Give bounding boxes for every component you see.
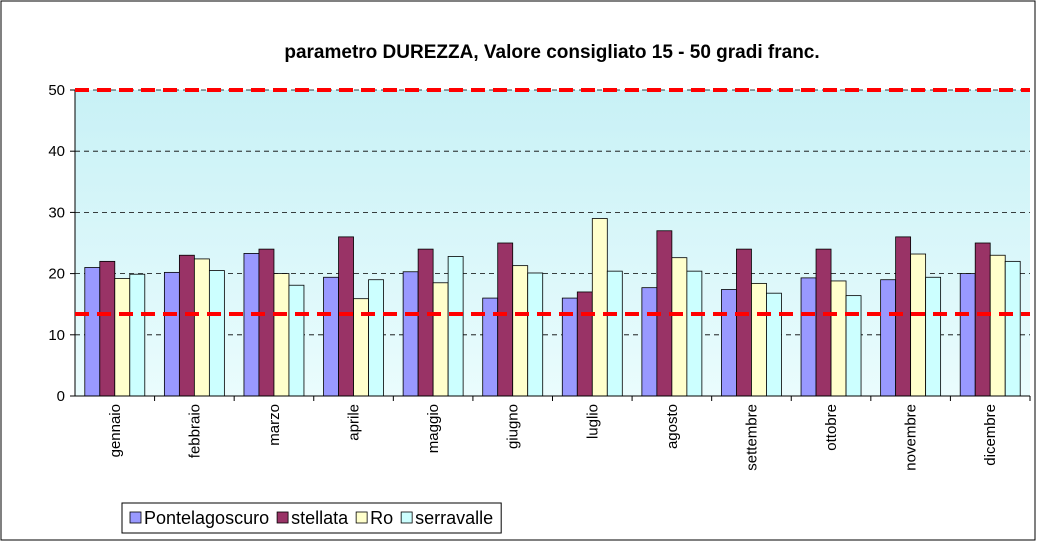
bar bbox=[925, 276, 942, 397]
bar bbox=[721, 289, 737, 397]
y-tick-label: 10 bbox=[48, 327, 65, 344]
bar bbox=[606, 270, 623, 397]
x-tick-label: gennaio bbox=[107, 404, 124, 457]
bar bbox=[815, 248, 832, 397]
bar bbox=[402, 271, 419, 397]
legend-label: serravalle bbox=[415, 508, 493, 528]
bar bbox=[99, 260, 116, 397]
legend-label: Pontelagoscuro bbox=[144, 508, 269, 528]
bar bbox=[288, 284, 305, 397]
bar bbox=[417, 248, 434, 397]
legend-label: stellata bbox=[291, 508, 349, 528]
bar bbox=[432, 282, 449, 397]
bar bbox=[527, 272, 544, 397]
bar bbox=[591, 218, 608, 397]
x-tick-label: giugno bbox=[505, 404, 522, 449]
legend-swatch bbox=[276, 511, 289, 524]
y-tick-label: 40 bbox=[48, 143, 65, 160]
bar bbox=[751, 282, 767, 397]
bar bbox=[258, 248, 275, 397]
bar bbox=[512, 265, 529, 397]
bar bbox=[845, 295, 862, 397]
y-tick-label: 0 bbox=[57, 388, 65, 405]
bar bbox=[1004, 260, 1021, 397]
bar bbox=[830, 280, 847, 397]
bar bbox=[323, 276, 339, 397]
bar bbox=[974, 242, 991, 397]
x-tick-label: dicembre bbox=[982, 404, 999, 466]
bar bbox=[766, 292, 782, 397]
bar bbox=[338, 236, 354, 397]
bar bbox=[84, 267, 101, 397]
x-tick-label: luglio bbox=[584, 404, 601, 439]
bar bbox=[989, 254, 1006, 397]
bar bbox=[576, 291, 593, 397]
bar bbox=[114, 278, 131, 397]
bar bbox=[243, 253, 260, 397]
legend-swatch bbox=[355, 511, 368, 524]
legend-label: Ro bbox=[370, 508, 393, 528]
plot-area bbox=[75, 90, 1030, 396]
legend-swatch bbox=[129, 511, 142, 524]
bar bbox=[368, 279, 384, 397]
legend-swatch bbox=[400, 511, 413, 524]
bar bbox=[895, 236, 912, 397]
bar bbox=[671, 257, 688, 397]
x-tick-label: maggio bbox=[425, 404, 442, 453]
bar bbox=[178, 254, 195, 397]
x-tick-label: ottobre bbox=[823, 404, 840, 451]
legend-box bbox=[121, 502, 502, 534]
y-tick-label: 20 bbox=[48, 266, 65, 283]
x-tick-label: agosto bbox=[664, 404, 681, 449]
bar bbox=[163, 271, 180, 397]
x-tick-label: novembre bbox=[903, 404, 920, 471]
x-tick-label: marzo bbox=[266, 404, 283, 446]
bar bbox=[736, 248, 752, 397]
bar bbox=[910, 253, 927, 397]
x-tick-label: aprile bbox=[346, 404, 363, 441]
bar bbox=[208, 270, 225, 397]
y-tick-label: 30 bbox=[48, 204, 65, 221]
bar bbox=[686, 270, 703, 397]
bar bbox=[129, 273, 146, 397]
y-tick-label: 50 bbox=[48, 82, 65, 99]
bar bbox=[497, 242, 514, 397]
x-tick-label: settembre bbox=[743, 404, 760, 471]
bar bbox=[641, 287, 658, 397]
bar bbox=[273, 273, 290, 397]
bar bbox=[959, 273, 976, 397]
legend: Pontelagoscuro stellata Ro serravalle bbox=[121, 502, 502, 534]
bar bbox=[800, 277, 817, 397]
bar bbox=[447, 256, 464, 397]
bar bbox=[193, 258, 210, 397]
x-tick-label: febbraio bbox=[186, 404, 203, 458]
chart-title: parametro DUREZZA, Valore consigliato 15… bbox=[284, 42, 819, 63]
bar bbox=[880, 279, 897, 397]
